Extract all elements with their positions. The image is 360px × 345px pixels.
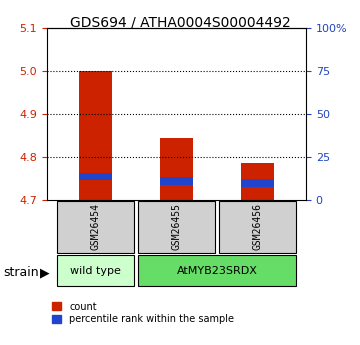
Text: GDS694 / ATHA0004S00004492: GDS694 / ATHA0004S00004492 <box>69 16 291 30</box>
Text: wild type: wild type <box>70 266 121 276</box>
FancyBboxPatch shape <box>57 201 134 253</box>
Bar <box>160 138 193 200</box>
Bar <box>79 71 112 200</box>
Text: AtMYB23SRDX: AtMYB23SRDX <box>176 266 257 276</box>
FancyBboxPatch shape <box>57 255 134 286</box>
FancyBboxPatch shape <box>138 201 215 253</box>
Text: GSM26456: GSM26456 <box>252 203 262 250</box>
Text: GSM26454: GSM26454 <box>90 203 100 250</box>
FancyBboxPatch shape <box>138 255 296 286</box>
Legend: count, percentile rank within the sample: count, percentile rank within the sample <box>52 302 234 325</box>
Bar <box>241 164 274 200</box>
Bar <box>241 179 274 187</box>
Text: ▶: ▶ <box>40 266 49 279</box>
Text: GSM26455: GSM26455 <box>171 203 181 250</box>
Text: strain: strain <box>4 266 39 279</box>
FancyBboxPatch shape <box>219 201 296 253</box>
Bar <box>160 177 193 185</box>
Bar <box>79 172 112 180</box>
